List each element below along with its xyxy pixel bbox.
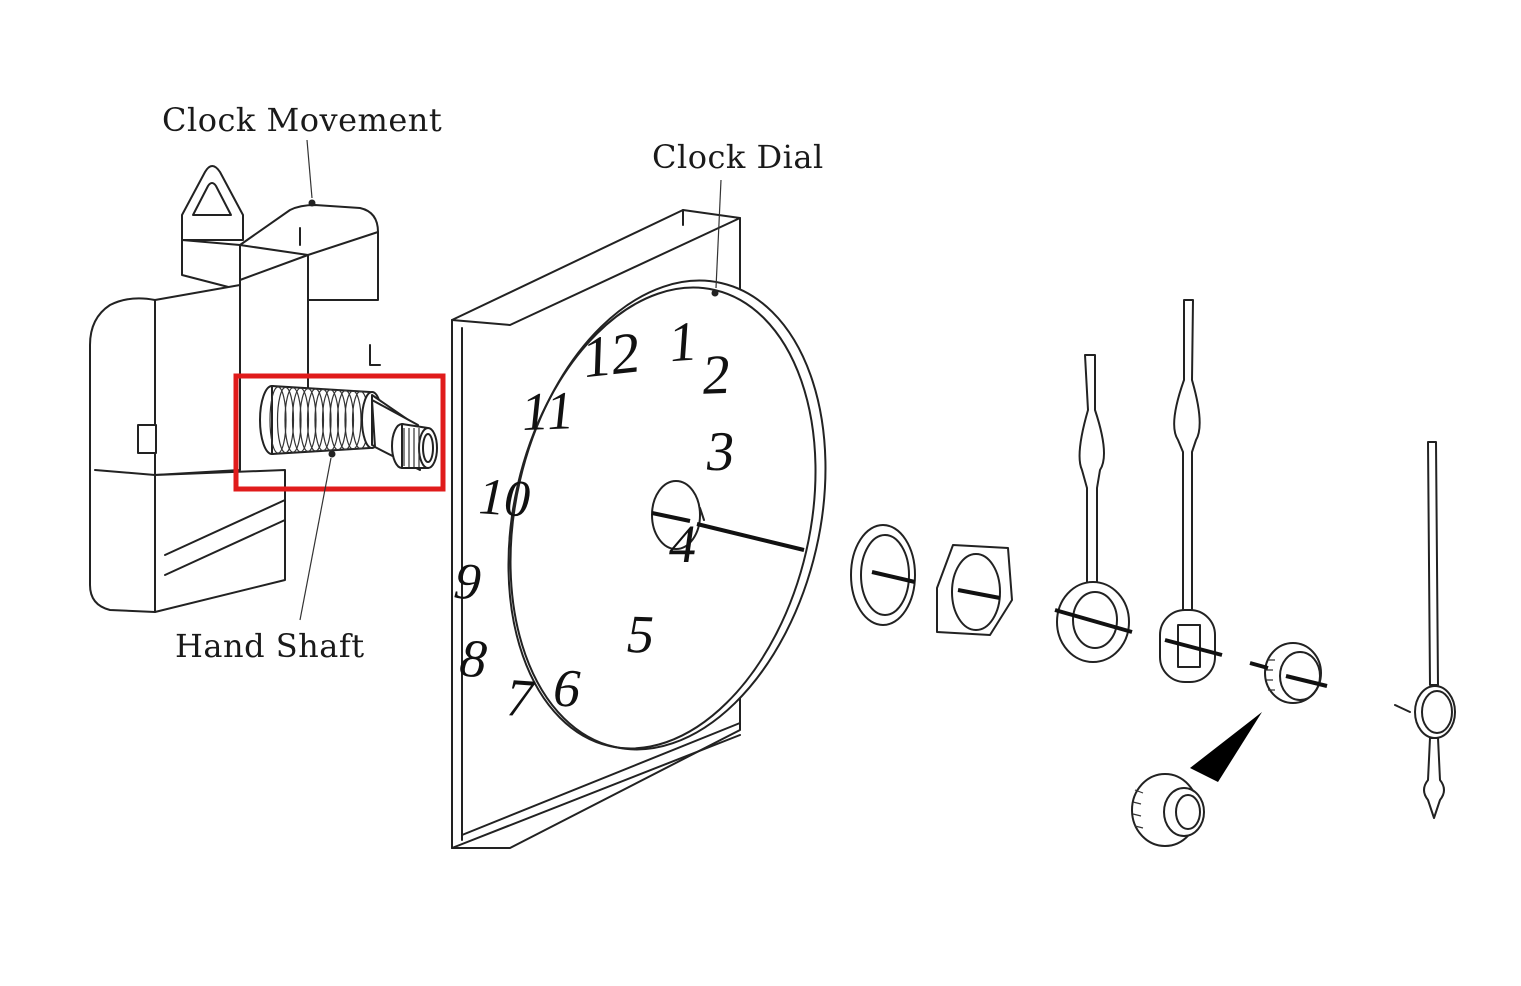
hand-shaft-highlight-box [233, 373, 446, 492]
cap-nut-alternate [1131, 773, 1205, 847]
minute-hand [1159, 299, 1223, 683]
arrow-icon [1190, 712, 1262, 782]
dial-number: 2 [700, 344, 734, 407]
washer [850, 524, 916, 626]
dial-number: 10 [473, 468, 537, 529]
leader-lines [299, 139, 722, 621]
hand-shaft [259, 385, 438, 471]
dial-number: 1 [667, 310, 699, 374]
second-hand [1394, 441, 1456, 819]
dial-number: 11 [519, 380, 577, 442]
hour-hand [1054, 354, 1133, 663]
hand-shaft-label: Hand Shaft [175, 627, 365, 665]
dial-number: 12 [582, 319, 642, 390]
clock-movement [89, 165, 381, 613]
clock-movement-label: Clock Movement [162, 101, 442, 139]
clock-dial-label: Clock Dial [652, 138, 824, 176]
cap-nut [1249, 642, 1328, 704]
hex-nut [936, 544, 1013, 636]
